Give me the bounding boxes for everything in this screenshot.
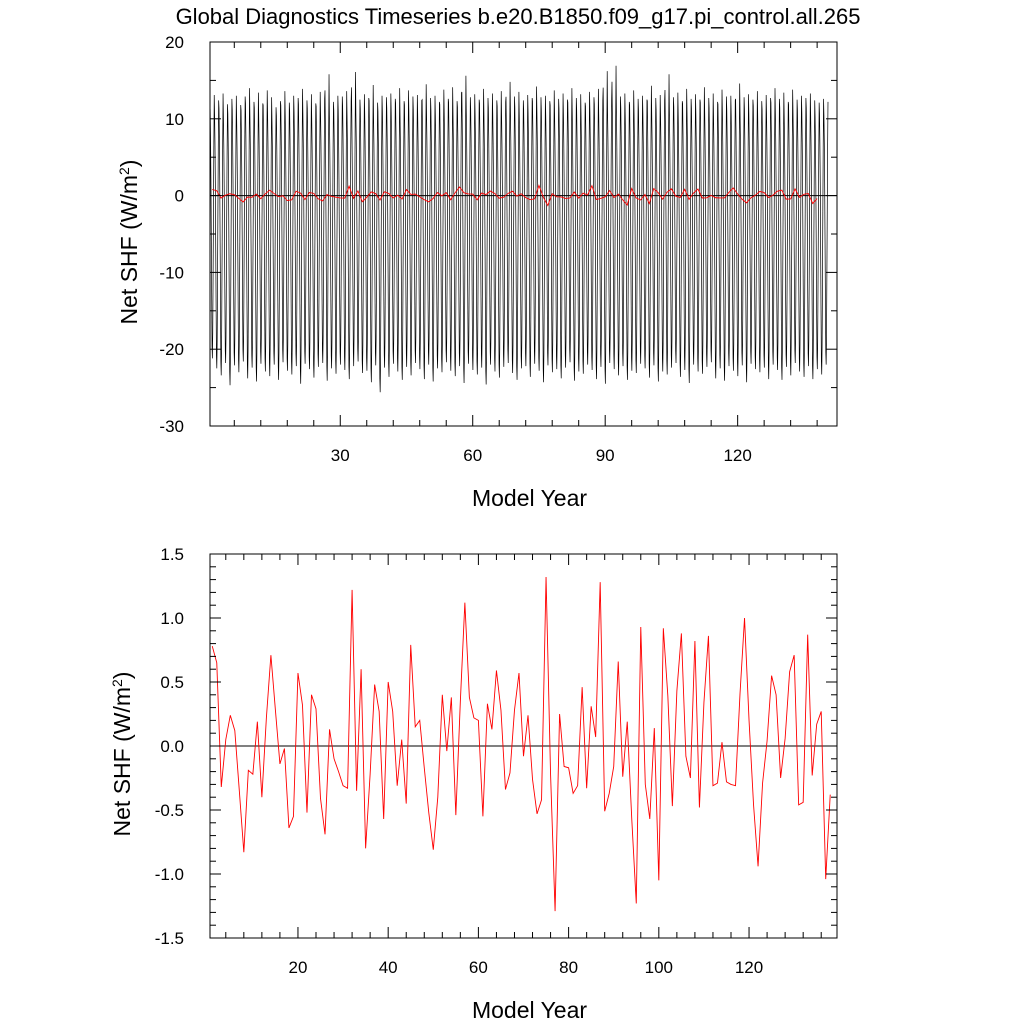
chart-2-x-tick-label: 40 <box>379 958 398 977</box>
chart-2-x-tick-label: 120 <box>735 958 763 977</box>
chart-2-x-tick-label: 20 <box>288 958 307 977</box>
figure-title: Global Diagnostics Timeseries b.e20.B185… <box>176 4 861 29</box>
chart-2-y-tick-label: 0.5 <box>160 673 184 692</box>
chart-1-monthly-series-line <box>209 65 829 393</box>
chart-2-x-tick-label: 80 <box>559 958 578 977</box>
chart-2-y-tick-label: 0.0 <box>160 737 184 756</box>
chart-2-y-tick-label: 1.5 <box>160 545 184 564</box>
chart-2-y-tick-label: 1.0 <box>160 609 184 628</box>
chart-2-y-tick-label: -0.5 <box>155 801 184 820</box>
chart-2-y-tick-label: -1.0 <box>155 865 184 884</box>
chart-2-y-axis-label: Net SHF (W/m2) <box>109 672 135 837</box>
chart-1-x-tick-label: 30 <box>331 446 350 465</box>
chart-1-y-tick-label: -10 <box>159 263 184 282</box>
chart-1-y-tick-label: -30 <box>159 417 184 436</box>
chart-1-y-tick-label: 20 <box>165 33 184 52</box>
chart-1-x-axis-label: Model Year <box>472 485 587 511</box>
chart-2-x-axis-label: Model Year <box>472 997 587 1023</box>
chart-1-x-tick-label: 60 <box>463 446 482 465</box>
chart-1-x-tick-label: 120 <box>723 446 751 465</box>
chart-2-y-tick-label: -1.5 <box>155 929 184 948</box>
chart-2-x-tick-label: 100 <box>645 958 673 977</box>
chart-1-y-tick-label: -20 <box>159 340 184 359</box>
chart-2-x-tick-label: 60 <box>469 958 488 977</box>
chart-1-x-tick-label: 90 <box>596 446 615 465</box>
annual-timeseries-panel: 20 40 60 80 100 120 1.5 1.0 0.5 0.0 -0.5 -1.0 -1.5 Mo… <box>109 545 838 1023</box>
chart-1-y-tick-label: 10 <box>165 110 184 129</box>
chart-1-y-tick-label: 0 <box>175 187 184 206</box>
chart-1-annual-series-line <box>212 184 818 207</box>
chart-1-y-axis-label: Net SHF (W/m2) <box>116 160 142 325</box>
chart-2-annual-series-line <box>211 577 831 912</box>
monthly-timeseries-panel: 30 60 90 120 20 10 0 -10 -20 -30 Model Year Net SHF… <box>116 33 838 511</box>
